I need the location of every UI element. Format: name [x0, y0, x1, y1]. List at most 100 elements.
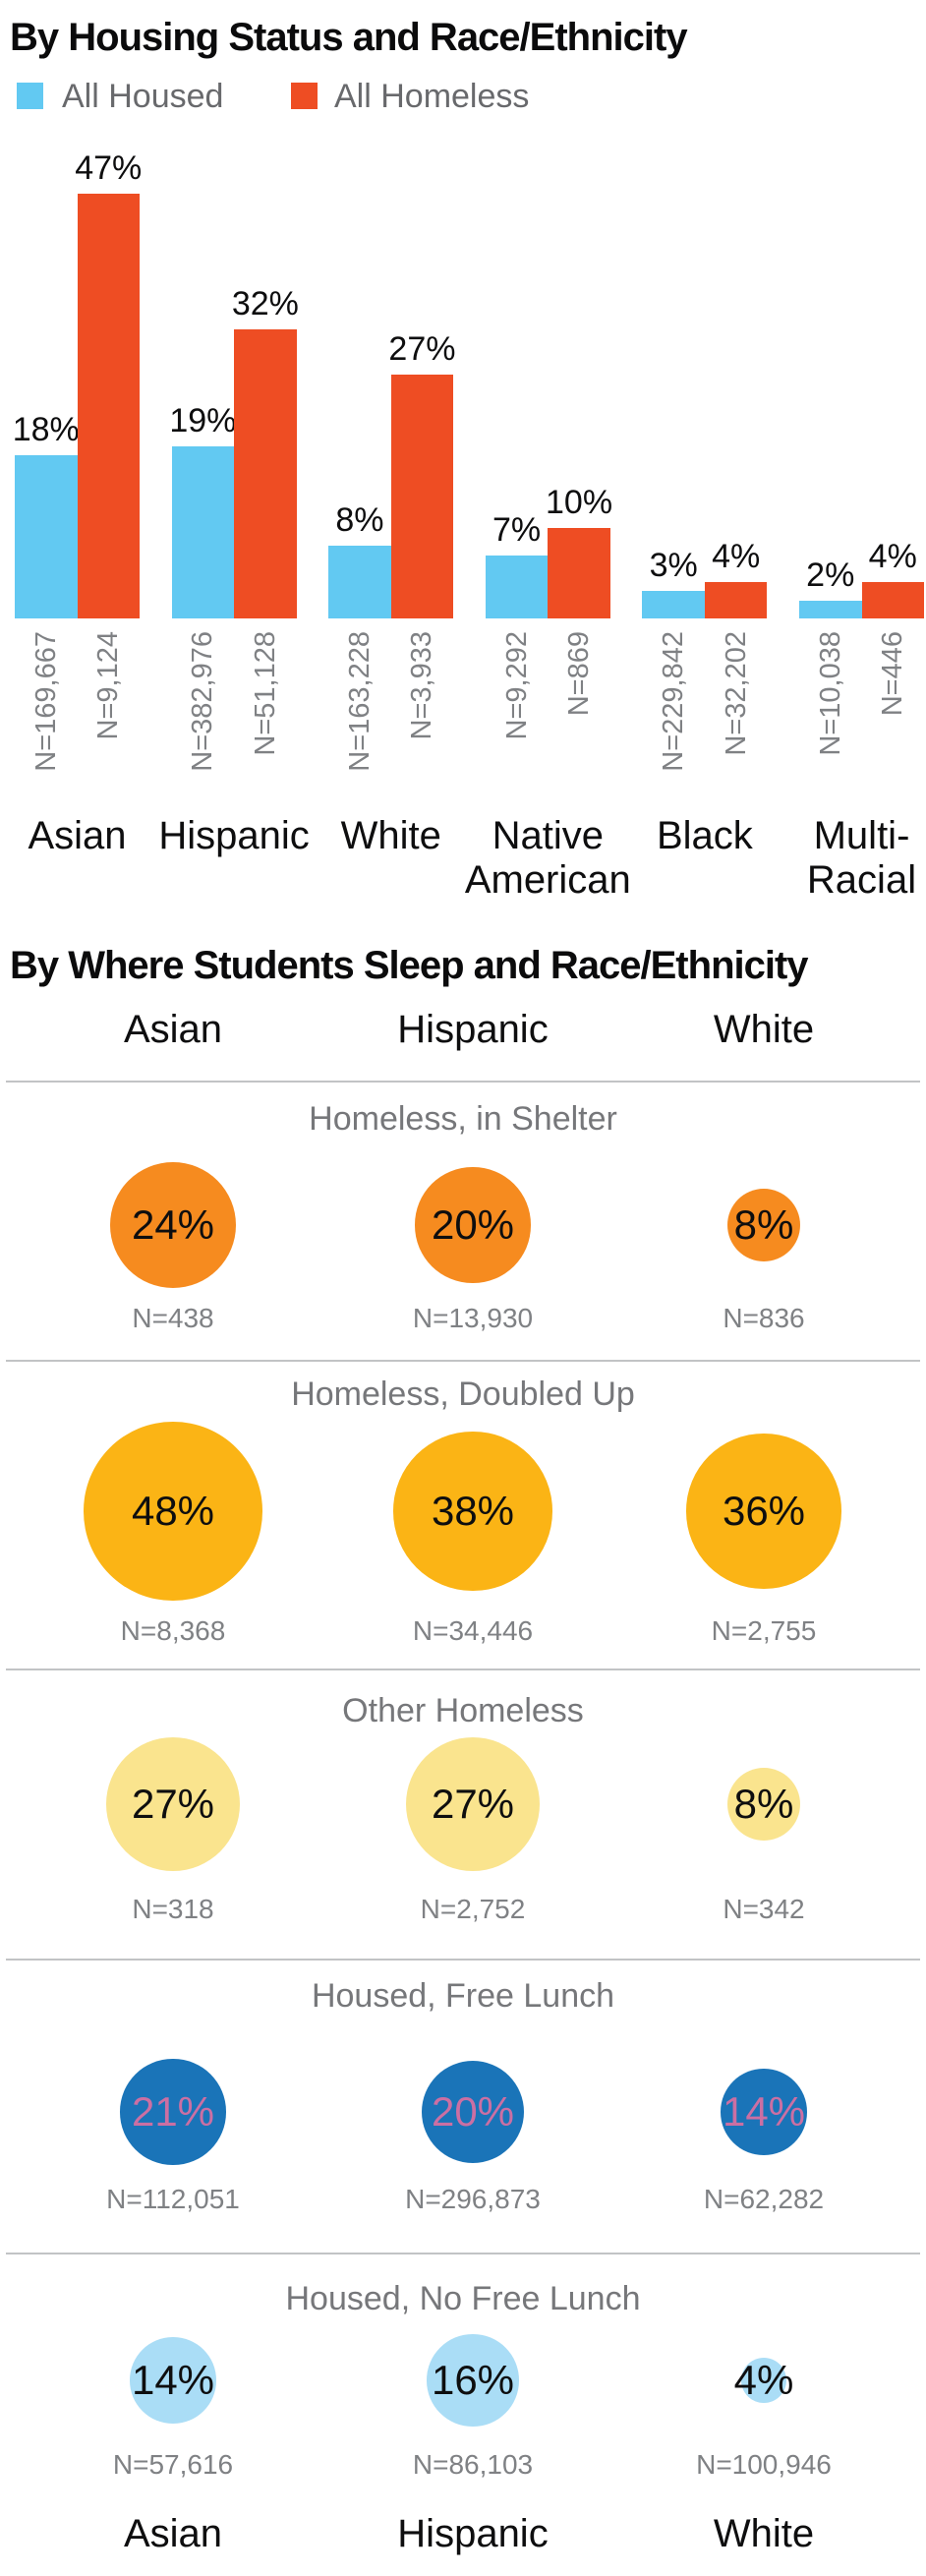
bubble-circle: [130, 2337, 216, 2424]
bubble-value-label: 16%: [431, 2357, 515, 2403]
bar-n-label: N=32,202: [720, 631, 752, 756]
bubble-value-label: 8%: [733, 1781, 794, 1827]
bubble-n-label: N=57,616: [112, 2449, 234, 2480]
bubble-value-label: 8%: [733, 1201, 794, 1248]
bubble-n-label: N=13,930: [412, 1303, 534, 1333]
row-title: Housed, Free Lunch: [311, 1977, 615, 2015]
row-title: Housed, No Free Lunch: [285, 2280, 641, 2317]
bar-value-label: 8%: [335, 501, 384, 540]
bar-n-label: N=382,976: [187, 631, 219, 772]
bar-value-label: 27%: [388, 329, 456, 368]
bar-housed: [328, 546, 391, 618]
bubble-value-label: 24%: [131, 1201, 215, 1248]
bubble-value-label: 36%: [722, 1488, 806, 1534]
bar-homeless: [548, 528, 610, 618]
bar-homeless: [390, 374, 454, 618]
bar-value-label: 47%: [75, 148, 143, 187]
bar-n-label: N=9,124: [92, 631, 125, 740]
footer-label-asian: Asian: [123, 2512, 223, 2555]
bar-category-label: Hispanic: [158, 814, 310, 857]
column-header-white: White: [713, 1008, 815, 1051]
bar-homeless: [77, 193, 140, 618]
bar-homeless: [234, 328, 297, 618]
bubble-circle: [405, 1736, 541, 1872]
bubble-circle: [415, 1167, 531, 1283]
bar-housed: [15, 455, 78, 618]
row-divider: [6, 1959, 920, 1961]
legend-swatch-all-housed: [17, 83, 43, 109]
bubble-n-label: N=438: [132, 1303, 214, 1333]
row-divider: [6, 1081, 920, 1083]
bar-n-label: N=169,667: [29, 631, 62, 772]
column-header-hispanic: Hispanic: [397, 1008, 549, 1051]
bar-category-label: Black: [656, 814, 753, 857]
bubble-circle: [84, 1422, 262, 1601]
bubble-circle: [726, 1188, 801, 1262]
bar-n-label: N=51,128: [249, 631, 281, 756]
row-title: Homeless, in Shelter: [309, 1100, 617, 1138]
bar-value-label: 32%: [231, 284, 299, 322]
bubble-circle: [721, 2069, 807, 2155]
bubble-circle: [726, 1767, 801, 1842]
bubble-n-label: N=2,755: [711, 1615, 817, 1646]
column-header-asian: Asian: [123, 1008, 223, 1051]
bubble-n-label: N=8,368: [120, 1615, 226, 1646]
bubble-value-label: 4%: [733, 2357, 794, 2403]
bar-category-label: White: [340, 814, 441, 857]
bubble-circle: [120, 2059, 226, 2165]
bar-value-label: 18%: [12, 411, 80, 449]
bubble-value-label: 27%: [131, 1781, 215, 1827]
bubble-circle: [393, 1432, 552, 1591]
bubble-circle: [109, 1161, 237, 1289]
row-title: Homeless, Doubled Up: [291, 1376, 635, 1413]
bar-value-label: 4%: [712, 538, 761, 576]
row-title: Other Homeless: [342, 1692, 584, 1729]
bubble-value-label: 27%: [431, 1781, 515, 1827]
bubble-n-label: N=342: [723, 1894, 805, 1924]
bubble-n-label: N=2,752: [420, 1894, 526, 1924]
bar-value-label: 7%: [492, 510, 542, 549]
legend-swatch-all-homeless: [291, 83, 318, 109]
bubble-n-label: N=836: [723, 1303, 805, 1333]
bar-n-label: N=3,933: [406, 631, 438, 740]
bar-housed: [642, 591, 705, 618]
bar-value-label: 19%: [169, 402, 237, 440]
bubble-n-label: N=62,282: [703, 2184, 825, 2214]
bubble-circle: [686, 1434, 841, 1589]
bar-homeless: [704, 582, 768, 618]
bar-value-label: 4%: [868, 538, 917, 576]
bar-homeless: [861, 582, 924, 618]
bar-n-label: N=9,292: [500, 631, 533, 740]
legend-label-all-homeless: All Homeless: [334, 78, 530, 115]
bar-value-label: 10%: [546, 484, 613, 521]
bubble-circle: [427, 2334, 519, 2427]
bubble-circle: [421, 2060, 525, 2164]
bar-category-label: Multi-Racial: [806, 814, 917, 902]
bar-value-label: 2%: [806, 556, 855, 594]
bar-category-label: Asian: [28, 814, 127, 857]
bubble-n-label: N=296,873: [405, 2184, 541, 2214]
bar-n-label: N=229,842: [658, 631, 690, 772]
bubble-value-label: 21%: [131, 2088, 215, 2135]
bubble-value-label: 20%: [431, 2088, 515, 2135]
bubble-value-label: 20%: [431, 1201, 515, 1248]
bar-n-label: N=869: [563, 631, 596, 717]
bar-n-label: N=163,228: [343, 631, 376, 772]
bubble-value-label: 38%: [431, 1488, 515, 1534]
bubble-value-label: 14%: [131, 2357, 215, 2403]
bar-n-label: N=10,038: [814, 631, 846, 756]
bar-housed: [485, 555, 549, 618]
bubble-n-label: N=86,103: [412, 2449, 534, 2480]
bubble-value-label: 14%: [722, 2088, 806, 2135]
bubble-value-label: 48%: [131, 1488, 215, 1534]
bubble-chart-title: By Where Students Sleep and Race/Ethnici…: [10, 944, 809, 987]
legend-label-all-housed: All Housed: [62, 78, 224, 115]
bar-housed: [799, 600, 862, 618]
bubble-circle: [740, 2357, 787, 2404]
bar-housed: [171, 446, 235, 618]
bubble-circle: [105, 1736, 241, 1872]
bar-value-label: 3%: [649, 547, 698, 585]
bar-chart-title: By Housing Status and Race/Ethnicity: [10, 16, 688, 59]
bubble-n-label: N=318: [132, 1894, 214, 1924]
